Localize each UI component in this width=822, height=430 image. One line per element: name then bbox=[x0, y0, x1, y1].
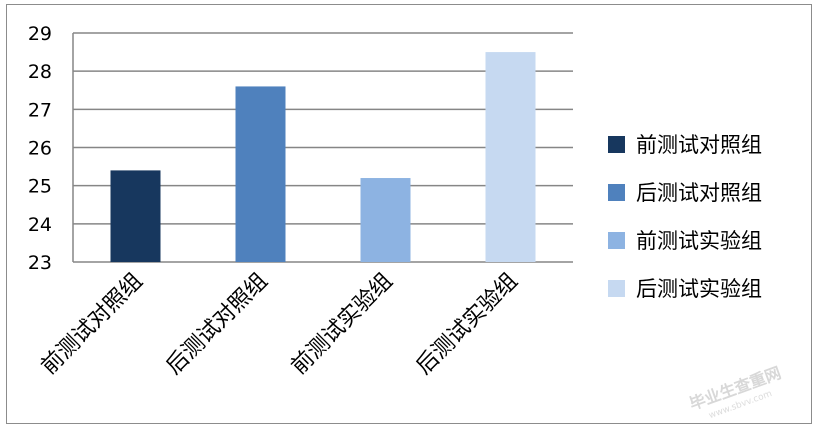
bar bbox=[235, 86, 286, 262]
y-tick-label: 27 bbox=[28, 99, 52, 121]
x-tick-label: 后测试对照组 bbox=[162, 269, 273, 380]
y-tick-label: 24 bbox=[28, 214, 52, 236]
legend-label: 后测试对照组 bbox=[636, 181, 762, 205]
legend-label: 前测试对照组 bbox=[636, 133, 762, 157]
y-tick-label: 25 bbox=[28, 176, 52, 198]
legend-swatch bbox=[608, 232, 625, 249]
x-tick-label: 前测试实验组 bbox=[287, 269, 398, 380]
legend-label: 后测试实验组 bbox=[636, 277, 762, 301]
legend-label: 前测试实验组 bbox=[636, 229, 762, 253]
bar bbox=[360, 178, 411, 262]
bar bbox=[485, 52, 536, 263]
x-tick-labels: 前测试对照组 后测试对照组 前测试实验组 后测试实验组 bbox=[37, 269, 523, 380]
x-tick-label: 后测试实验组 bbox=[412, 269, 523, 380]
legend-swatch bbox=[608, 184, 625, 201]
y-tick-label: 23 bbox=[28, 252, 52, 274]
y-tick-label: 29 bbox=[28, 23, 52, 45]
legend-swatch bbox=[608, 136, 625, 153]
y-tick-labels: 23 24 25 26 27 28 29 bbox=[28, 23, 52, 274]
y-tick-label: 28 bbox=[28, 61, 52, 83]
bars bbox=[110, 52, 536, 263]
legend-swatch bbox=[608, 280, 625, 297]
watermark: 毕业生查重网 www.sbvv.com bbox=[687, 363, 784, 421]
x-tick-label: 前测试对照组 bbox=[37, 269, 148, 380]
y-tick-label: 26 bbox=[28, 138, 52, 160]
bar bbox=[110, 170, 161, 262]
